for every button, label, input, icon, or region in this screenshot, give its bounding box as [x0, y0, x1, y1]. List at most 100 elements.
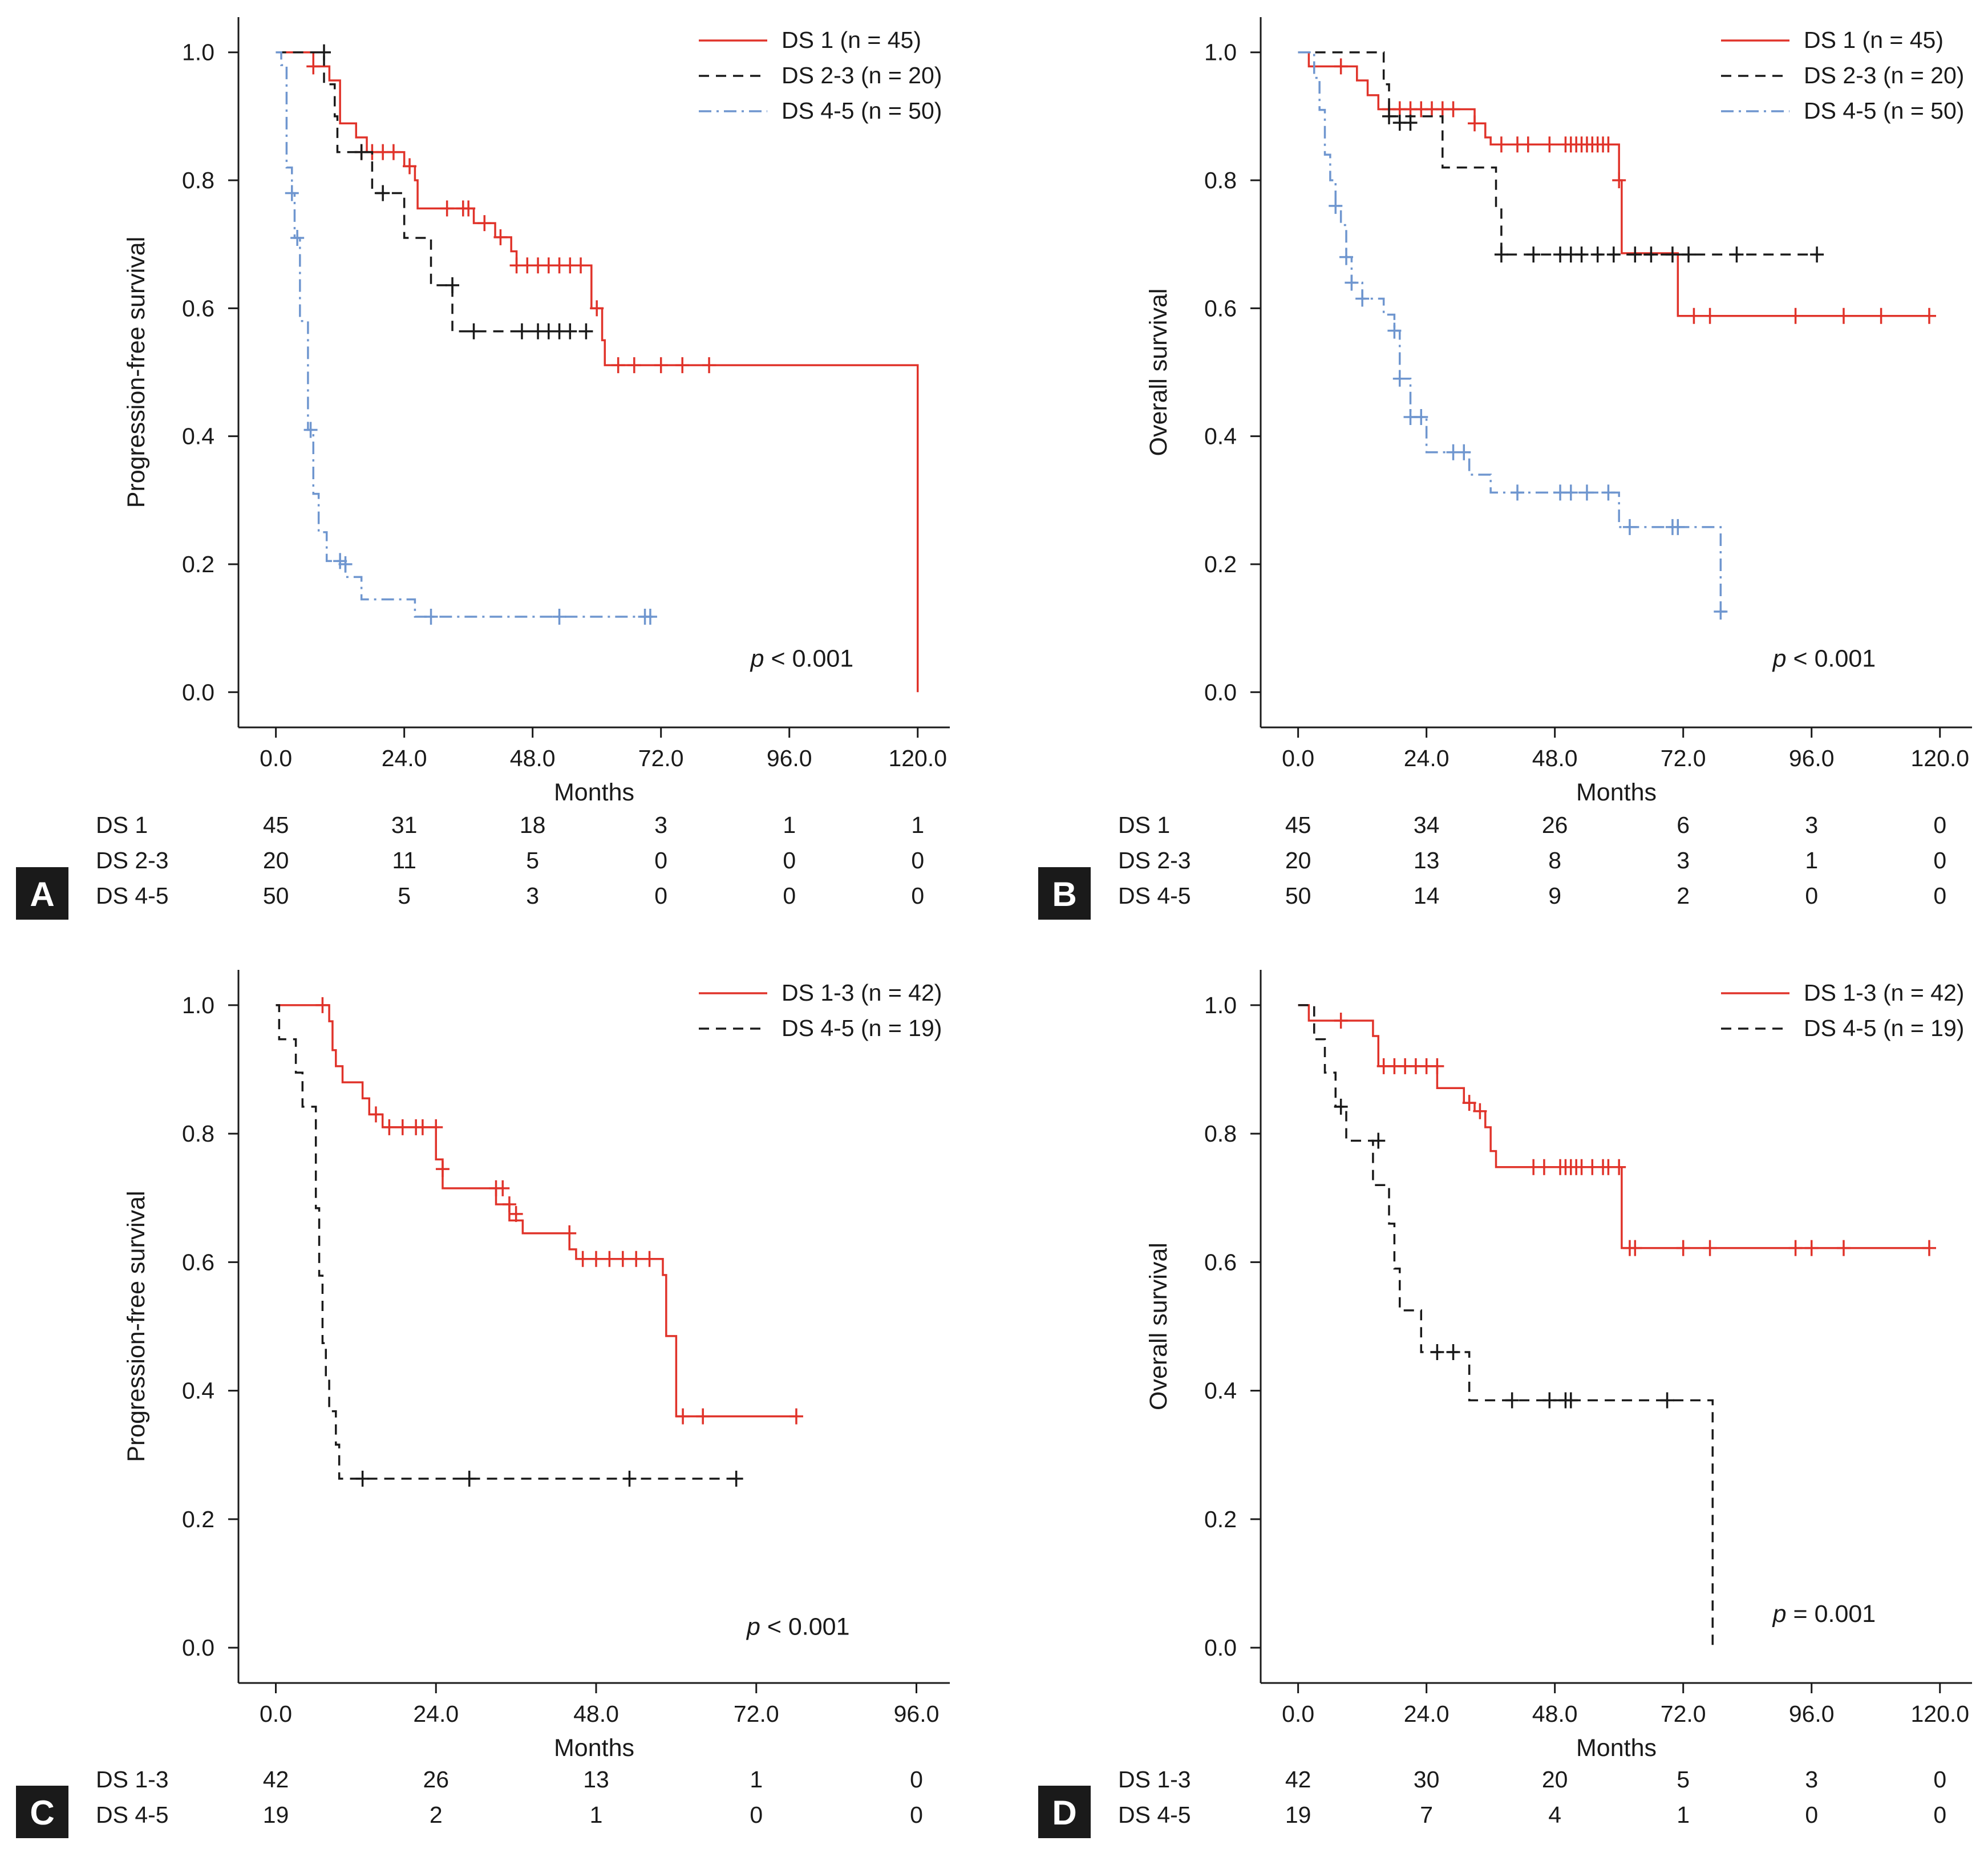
censor-mark [643, 608, 657, 625]
censor-mark [1612, 1159, 1626, 1175]
censor-mark [1612, 172, 1626, 189]
risk-count: 5 [1677, 1766, 1690, 1793]
censor-mark [590, 300, 604, 317]
risk-count: 0 [910, 1802, 923, 1828]
censor-mark [562, 1225, 577, 1241]
risk-count: 45 [263, 812, 289, 838]
censor-mark [1836, 308, 1851, 324]
risk-count: 4 [1548, 1802, 1561, 1828]
censor-mark [285, 185, 299, 201]
risk-row-label: DS 4-5 [96, 883, 169, 909]
censor-mark [1457, 444, 1471, 460]
y-tick-label: 0.8 [1204, 1120, 1237, 1147]
p-value-symbol: p [750, 645, 764, 672]
censor-mark [1334, 1098, 1348, 1115]
risk-count: 13 [1414, 847, 1440, 873]
censor-mark [1334, 58, 1348, 75]
censor-mark [1622, 519, 1637, 535]
x-tick-label: 0.0 [1282, 745, 1314, 771]
censor-mark [622, 1470, 637, 1487]
censor-mark [1601, 484, 1615, 501]
legend-label: DS 4-5 (n = 19) [782, 1015, 942, 1041]
p-value-text: < 0.001 [760, 1613, 850, 1641]
y-axis-title: Progression-free survival [123, 1191, 150, 1462]
p-value: p < 0.001 [750, 645, 854, 672]
censor-mark [395, 1119, 410, 1135]
censor-mark [1804, 1240, 1819, 1256]
legend-label: DS 4-5 (n = 50) [782, 98, 942, 124]
x-tick-label: 72.0 [1661, 1701, 1706, 1727]
censor-mark [1601, 136, 1615, 153]
x-axis-title: Months [1576, 779, 1657, 806]
legend-label: DS 1-3 (n = 42) [782, 980, 942, 1006]
censor-mark [1665, 246, 1679, 263]
censor-mark [1703, 308, 1717, 324]
censor-mark [376, 185, 390, 201]
censor-mark [1494, 136, 1508, 153]
p-value-symbol: p [1772, 645, 1787, 672]
x-tick-label: 48.0 [573, 1701, 619, 1727]
legend-label: DS 4-5 (n = 50) [1804, 98, 1964, 124]
risk-count: 5 [398, 883, 411, 909]
panel-badge-box [16, 867, 68, 920]
p-value-symbol: p [1772, 1600, 1787, 1628]
y-tick-label: 0.0 [182, 679, 214, 705]
x-tick-label: 48.0 [510, 745, 556, 771]
risk-count: 0 [911, 883, 924, 909]
x-tick-label: 120.0 [888, 745, 947, 771]
censor-mark [1922, 1240, 1936, 1256]
y-tick-label: 0.6 [1204, 295, 1237, 321]
panel-c: 0.0 0.2 0.4 0.6 0.8 1.0 0.0 24.0 48.0 72.0 96.0 Mon… [16, 970, 950, 1838]
series-2 [1298, 51, 1824, 263]
y-tick-label: 0.4 [182, 1378, 214, 1404]
y-tick-label: 0.8 [182, 1120, 214, 1147]
y-tick-label: 1.0 [182, 39, 214, 66]
legend: DS 1 (n = 45) DS 2-3 (n = 20) DS 4-5 (n = … [699, 27, 942, 124]
censor-mark [642, 1251, 657, 1267]
censor-mark [589, 1251, 604, 1267]
risk-count: 50 [1285, 883, 1311, 909]
x-tick-label: 72.0 [1661, 745, 1706, 771]
censor-mark [696, 1408, 710, 1425]
survival-curve [1298, 1004, 1714, 1648]
survival-curve [276, 51, 656, 618]
censor-mark [574, 257, 588, 274]
censor-mark [303, 422, 318, 438]
risk-row-label: DS 1 [1118, 812, 1170, 838]
censor-mark [440, 200, 454, 217]
risk-count: 0 [1933, 812, 1946, 838]
series-3 [276, 51, 657, 625]
p-value-symbol: p [746, 1613, 760, 1641]
censor-mark [1628, 246, 1642, 263]
p-value-text: = 0.001 [1787, 1600, 1876, 1628]
series-1 [1298, 1004, 1936, 1256]
y-tick-label: 0.2 [1204, 551, 1237, 577]
risk-count: 30 [1414, 1766, 1440, 1793]
censor-mark [403, 158, 417, 175]
risk-count: 2 [1677, 883, 1690, 909]
risk-count: 3 [654, 812, 667, 838]
risk-count: 0 [654, 883, 667, 909]
survival-curve [276, 51, 592, 333]
x-tick-label: 0.0 [1282, 1701, 1314, 1727]
legend: DS 1-3 (n = 42) DS 4-5 (n = 19) [699, 980, 942, 1041]
risk-count: 13 [583, 1766, 609, 1793]
series-3 [1298, 51, 1728, 620]
censor-mark [729, 1470, 743, 1487]
censor-mark [1574, 246, 1589, 263]
censor-mark [579, 323, 593, 339]
risk-count: 42 [263, 1766, 289, 1793]
censor-mark [676, 1408, 690, 1425]
x-tick-label: 24.0 [382, 745, 427, 771]
legend-label: DS 1 (n = 45) [1804, 27, 1944, 53]
x-tick-label: 96.0 [1789, 1701, 1835, 1727]
censor-mark [315, 997, 330, 1013]
risk-row-label: DS 2-3 [96, 847, 169, 873]
x-axis-title: Months [1576, 1734, 1657, 1762]
risk-count: 14 [1414, 883, 1440, 909]
censor-mark [1430, 1344, 1444, 1361]
panel-badge: B [1038, 867, 1091, 920]
risk-count: 3 [1677, 847, 1690, 873]
risk-count: 0 [910, 1766, 923, 1793]
censor-mark [1430, 1058, 1444, 1074]
